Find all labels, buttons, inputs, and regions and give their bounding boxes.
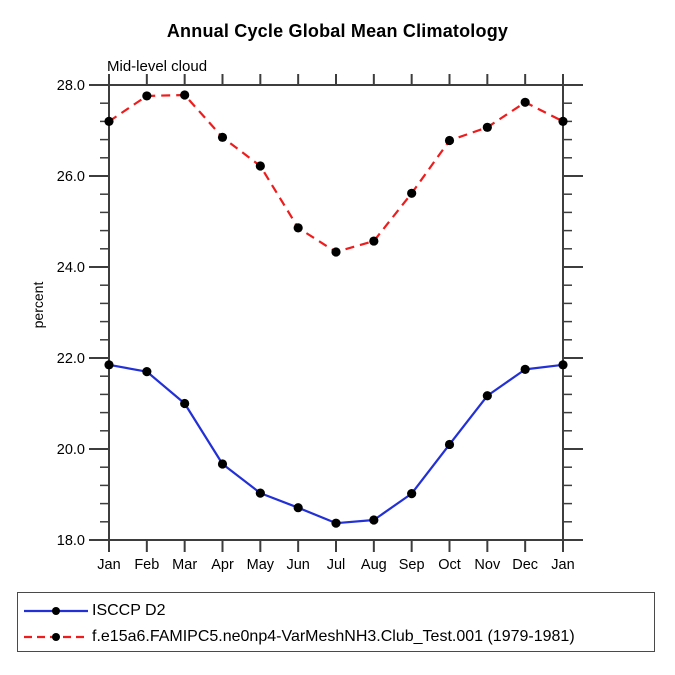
x-tick-label: Sep: [399, 557, 425, 573]
data-point-marker: [142, 367, 152, 377]
x-tick-label: Jul: [327, 557, 346, 573]
data-point-marker: [482, 391, 492, 401]
data-point-marker: [369, 515, 379, 525]
legend-item-model-run: f.e15a6.FAMIPC5.ne0np4-VarMeshNH3.Club_T…: [22, 624, 650, 650]
data-point-marker: [331, 247, 341, 257]
data-point-marker: [180, 398, 190, 409]
plot-area: Jan Feb Mar Apr May Jun Jul Aug Sep Oct Nov Dec Jan 1…: [57, 74, 583, 573]
data-point-marker: [104, 116, 114, 126]
data-point-marker: [407, 488, 417, 499]
x-tick-label: Aug: [361, 557, 387, 573]
legend: ISCCP D2 f.e15a6.FAMIPC5.ne0np4-VarMeshN…: [17, 592, 655, 652]
chart-subtitle: Mid-level cloud: [107, 58, 208, 75]
data-point-marker: [444, 135, 455, 146]
x-tick-label: Jun: [286, 557, 309, 573]
y-tick-label: 26.0: [57, 169, 85, 185]
data-point-marker: [142, 91, 152, 101]
legend-swatch-solid-line: [24, 607, 88, 615]
data-point-marker: [293, 503, 303, 513]
x-tick-label: Dec: [512, 557, 538, 573]
legend-swatch-dashed-line: [24, 633, 88, 641]
legend-marker-dot: [52, 633, 60, 641]
data-point-marker: [255, 488, 265, 498]
data-point-marker: [369, 236, 379, 246]
plot-frame: [108, 84, 564, 541]
y-tick-label: 24.0: [57, 260, 85, 276]
data-point-marker: [180, 90, 190, 100]
y-tick-label: 22.0: [57, 351, 85, 367]
data-point-marker: [520, 364, 530, 374]
data-point-marker: [558, 360, 568, 370]
series-line-1: [108, 93, 564, 254]
data-point-marker: [104, 360, 114, 370]
x-tick-label: Jan: [97, 557, 120, 573]
y-tick-label: 18.0: [57, 533, 85, 549]
x-tick-label: Mar: [172, 557, 197, 573]
data-point-marker: [255, 161, 265, 171]
data-point-marker: [217, 132, 228, 142]
data-point-marker: [407, 188, 417, 198]
data-point-marker: [482, 122, 492, 132]
chart-title: Annual Cycle Global Mean Climatology: [166, 21, 509, 41]
x-tick-label: May: [247, 557, 275, 573]
x-tick-label: Oct: [438, 557, 461, 573]
x-tick-label: Nov: [474, 557, 501, 573]
y-tick-label: 28.0: [57, 78, 85, 94]
y-tick-label: 20.0: [57, 442, 85, 458]
data-point-marker: [444, 439, 455, 450]
data-point-marker: [217, 459, 228, 469]
data-point-marker: [293, 223, 303, 233]
data-point-marker: [331, 518, 341, 528]
data-point-marker: [520, 97, 530, 107]
data-point-marker: [558, 116, 568, 126]
legend-label-model-run: f.e15a6.FAMIPC5.ne0np4-VarMeshNH3.Club_T…: [92, 628, 575, 645]
series-line-0: [108, 363, 564, 525]
legend-marker-dot: [52, 607, 60, 615]
x-tick-label: Apr: [211, 557, 234, 573]
legend-item-isccp-d2: ISCCP D2: [22, 598, 650, 624]
x-tick-label: Feb: [134, 557, 159, 573]
legend-label-isccp-d2: ISCCP D2: [92, 602, 166, 619]
x-tick-label: Jan: [551, 557, 574, 573]
